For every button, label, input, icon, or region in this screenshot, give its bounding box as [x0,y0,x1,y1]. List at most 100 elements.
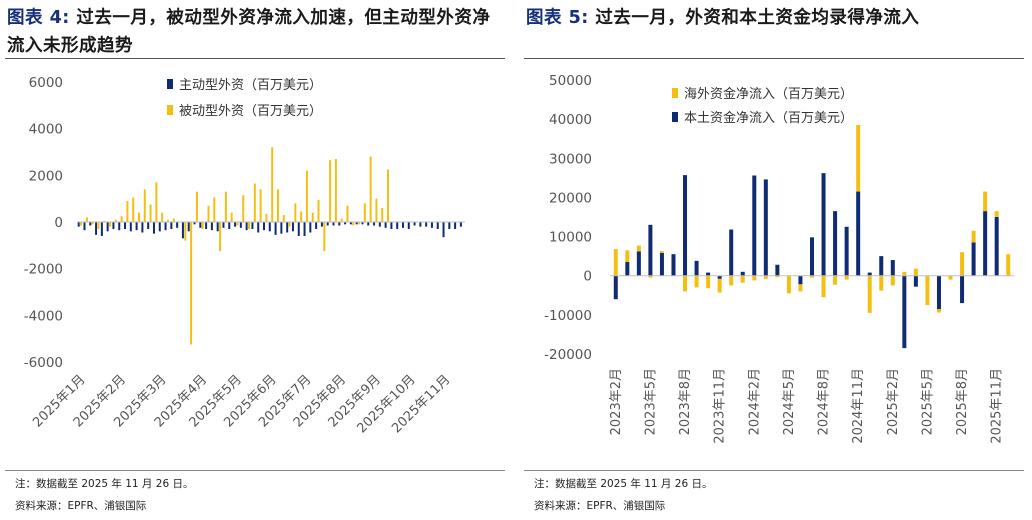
left-bar-active [170,222,173,229]
right-x-tick-label: 2023年11月 [713,368,728,444]
left-bar-passive [126,201,129,222]
right-bar-foreign [752,275,757,281]
left-y-tick-label: -6000 [24,355,63,371]
right-y-tick-label: 50000 [549,73,592,89]
left-bar-active [83,222,86,231]
left-bar-passive [109,222,112,227]
right-bar-foreign [913,268,918,276]
right-bar-local [775,264,780,276]
left-bar-passive [346,205,349,222]
left-bar-passive [381,208,384,222]
right-bar-local [798,275,803,285]
right-bar-local [983,211,988,276]
right-bar-local [613,275,618,300]
left-bar-passive [207,205,210,222]
left-bar-active [344,222,347,225]
left-bar-active [378,222,381,227]
left-bar-active [118,222,121,231]
left-bar-passive [363,203,366,222]
right-legend-swatch-local [672,112,678,122]
right-bar-foreign [659,251,664,254]
left-bar-passive [300,211,303,222]
left-bar-active [193,222,196,225]
right-bar-foreign [925,275,930,306]
left-bar-passive [329,160,332,222]
right-bar-local [902,275,907,349]
left-bar-passive [195,191,198,222]
left-bar-passive [230,212,233,222]
left-bar-passive [161,212,164,222]
left-bar-passive [248,222,251,229]
right-bar-local [890,260,895,276]
left-bar-active [89,222,92,226]
left-bar-passive [352,222,355,226]
right-bar-local [729,229,734,276]
right-y-tick-label: -20000 [544,347,592,363]
right-figure-label: 图表 5: [526,8,589,28]
left-bar-passive [242,195,245,222]
right-bar-foreign [983,191,988,212]
left-bar-active [164,222,167,231]
right-bar-foreign [625,250,630,263]
right-bar-foreign [706,275,711,289]
right-y-tick-label: 30000 [549,151,592,167]
left-figure-panel: 图表 4: 过去一月，被动型外资净流入加速，但主动型外资净流入未形成趋势 -60… [5,0,510,520]
right-figure-title-text: 过去一月，外资和本土资金均录得净流入 [595,8,920,28]
left-source: 资料来源：EPFR、浦银国际 [15,500,147,512]
right-y-tick-label: 20000 [549,190,592,206]
right-figure-title: 图表 5: 过去一月，外资和本土资金均录得净流入 [526,4,1024,32]
left-bar-active [459,222,462,227]
left-bar-active [222,222,225,228]
left-bar-active [396,222,399,229]
left-bar-passive [358,222,361,225]
left-bar-passive [114,219,117,222]
right-y-tick-label: 10000 [549,230,592,246]
left-bar-active [245,222,248,231]
left-bar-active [274,222,277,235]
left-bar-active [320,222,323,227]
right-note: 注：数据截至 2025 年 11 月 26 日。 [534,478,713,490]
right-x-tick-label: 2024年5月 [782,368,797,435]
left-bar-passive [276,189,279,222]
left-bar-active [303,222,306,236]
left-legend-swatch-passive [167,105,173,115]
left-bar-active [147,222,150,229]
right-footer-rule [524,470,1024,471]
left-bar-active [210,222,213,231]
left-y-tick-label: 2000 [29,168,63,184]
right-bar-foreign [636,245,641,252]
left-bar-passive [311,212,314,222]
right-x-tick-label: 2023年5月 [643,368,658,435]
left-bar-passive [323,222,326,252]
left-bar-active [390,222,393,229]
left-bar-active [158,222,161,232]
right-bar-foreign [936,308,941,313]
right-bar-local [994,217,999,276]
left-y-tick-label: 6000 [29,75,63,91]
left-y-tick-label: -2000 [24,262,63,278]
left-bar-passive [259,189,262,222]
left-bar-active [442,222,445,238]
left-bar-passive [201,222,204,229]
right-bar-local [683,175,688,276]
left-bar-passive [91,222,94,225]
left-bar-active [309,222,312,233]
left-bar-passive [387,169,390,222]
right-bar-local [960,275,965,304]
left-bar-passive [138,212,141,222]
left-bar-active [263,222,266,231]
right-bar-local [636,251,641,276]
left-bar-passive [334,159,337,222]
right-bar-foreign [960,252,965,276]
right-x-tick-label: 2024年8月 [817,368,832,435]
right-bar-foreign [844,275,849,280]
right-bar-local [879,256,884,276]
left-bar-active [100,222,103,236]
left-bar-active [280,222,283,234]
left-bar-passive [317,199,320,222]
right-x-tick-label: 2023年2月 [609,368,624,435]
left-bar-passive [149,204,152,222]
right-bar-local [763,179,768,276]
right-bar-local [625,262,630,276]
right-bar-local [648,224,653,276]
